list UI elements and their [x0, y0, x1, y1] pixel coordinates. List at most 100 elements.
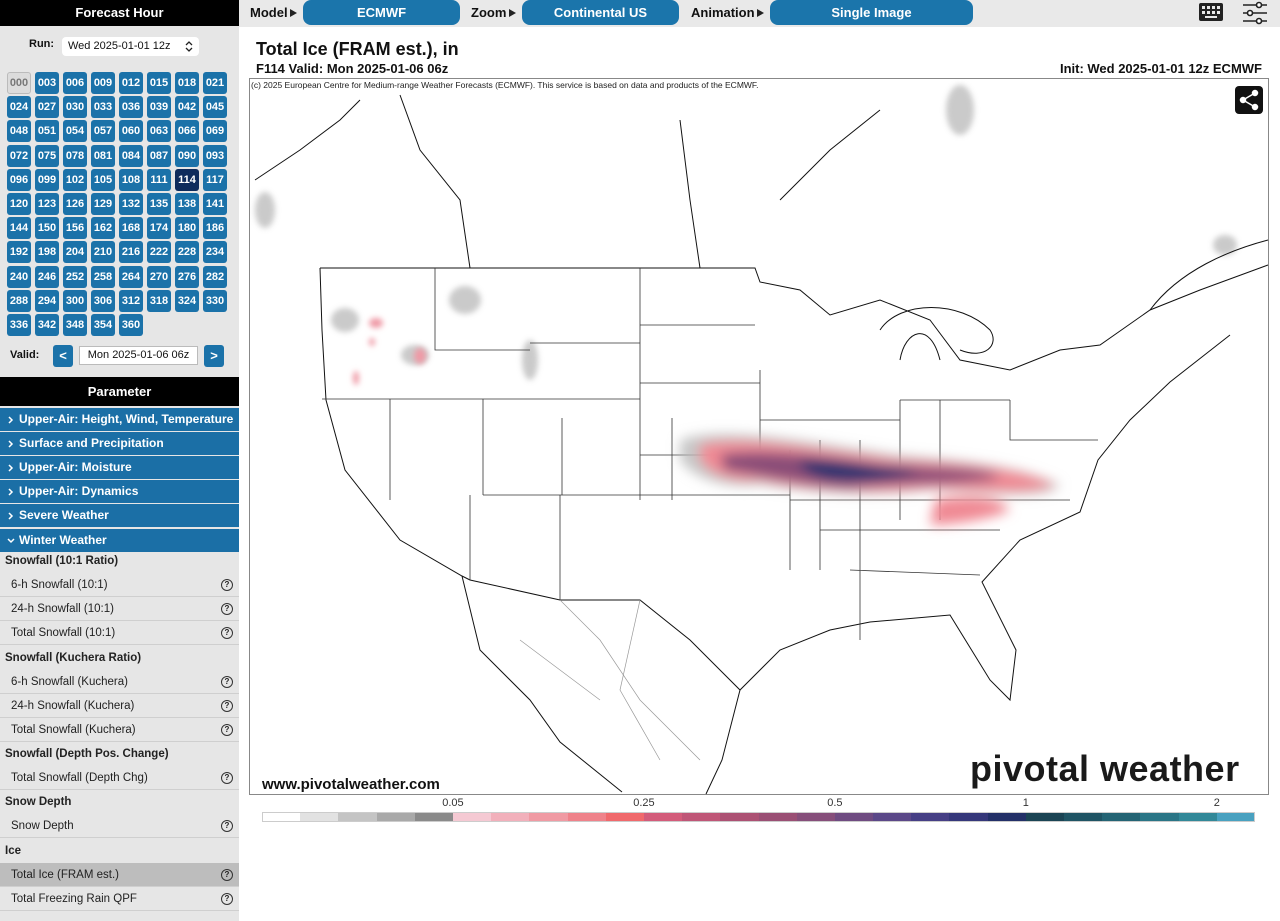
hour-button[interactable]: 342 — [35, 314, 59, 336]
hour-button[interactable]: 126 — [63, 193, 87, 215]
hour-button[interactable]: 087 — [147, 144, 171, 167]
hour-button[interactable]: 084 — [119, 144, 143, 167]
hour-button[interactable]: 045 — [203, 96, 227, 119]
hour-button[interactable]: 033 — [91, 96, 115, 119]
parameter-item[interactable]: 6-h Snowfall (10:1)? — [0, 573, 239, 597]
parameter-item[interactable]: Total Freezing Rain QPF? — [0, 887, 239, 911]
control-button[interactable]: Single Image — [770, 0, 973, 25]
help-icon[interactable]: ? — [221, 579, 233, 591]
hour-button[interactable]: 156 — [63, 217, 87, 240]
hour-button[interactable]: 294 — [35, 289, 59, 312]
hour-button[interactable]: 186 — [203, 217, 227, 240]
hour-button[interactable]: 282 — [203, 265, 227, 288]
parameter-item[interactable]: 6-h Snowfall (Kuchera)? — [0, 670, 239, 694]
hour-button[interactable]: 120 — [7, 193, 31, 215]
hour-button[interactable]: 069 — [203, 120, 227, 143]
hour-button[interactable]: 051 — [35, 120, 59, 143]
help-icon[interactable]: ? — [221, 675, 233, 688]
hour-button[interactable]: 180 — [175, 217, 199, 240]
hour-button[interactable]: 240 — [7, 265, 31, 288]
hour-button[interactable]: 018 — [175, 72, 199, 94]
control-button[interactable]: Continental US — [522, 0, 679, 25]
parameter-item[interactable]: Total Snowfall (Kuchera)? — [0, 718, 239, 742]
hour-button[interactable]: 039 — [147, 96, 171, 119]
keyboard-icon[interactable] — [1199, 3, 1223, 21]
hour-button[interactable]: 063 — [147, 120, 171, 143]
hour-button[interactable]: 138 — [175, 193, 199, 215]
section-header[interactable]: Upper-Air: Moisture — [0, 456, 239, 480]
section-header[interactable]: Severe Weather — [0, 504, 239, 528]
hour-button[interactable]: 012 — [119, 72, 143, 94]
settings-icon[interactable] — [1242, 1, 1268, 25]
hour-button[interactable]: 144 — [7, 217, 31, 240]
hour-button[interactable]: 111 — [147, 168, 171, 191]
hour-button[interactable]: 135 — [147, 193, 171, 215]
hour-button[interactable]: 003 — [35, 72, 59, 94]
help-icon[interactable]: ? — [221, 699, 233, 712]
help-icon[interactable]: ? — [221, 603, 233, 616]
valid-next-button[interactable]: > — [204, 345, 224, 367]
hour-button[interactable]: 117 — [203, 168, 227, 191]
parameter-item[interactable]: Total Ice (FRAM est.)? — [0, 862, 239, 887]
hour-button[interactable]: 141 — [203, 193, 227, 215]
hour-button[interactable]: 075 — [35, 144, 59, 167]
hour-button[interactable]: 318 — [147, 289, 171, 312]
hour-button[interactable]: 192 — [7, 241, 31, 264]
hour-button[interactable]: 048 — [7, 120, 31, 143]
hour-button[interactable]: 030 — [63, 96, 87, 119]
hour-button[interactable]: 090 — [175, 144, 199, 167]
hour-button[interactable]: 204 — [63, 241, 87, 264]
hour-button[interactable]: 336 — [7, 314, 31, 336]
help-icon[interactable]: ? — [221, 868, 233, 881]
hour-button[interactable]: 222 — [147, 241, 171, 264]
parameter-item[interactable]: 24-h Snowfall (10:1)? — [0, 597, 239, 622]
hour-button[interactable]: 009 — [91, 72, 115, 94]
hour-button[interactable]: 114 — [175, 168, 199, 191]
hour-button[interactable]: 198 — [35, 241, 59, 264]
help-icon[interactable]: ? — [221, 772, 233, 785]
help-icon[interactable]: ? — [221, 627, 233, 640]
parameter-item[interactable]: Snow Depth? — [0, 814, 239, 839]
hour-button[interactable]: 000 — [7, 72, 31, 94]
hour-button[interactable]: 360 — [119, 314, 143, 336]
valid-prev-button[interactable]: < — [53, 345, 73, 367]
hour-button[interactable]: 210 — [91, 241, 115, 264]
parameter-item[interactable]: Total Snowfall (Depth Chg)? — [0, 766, 239, 791]
hour-button[interactable]: 276 — [175, 265, 199, 288]
parameter-item[interactable]: Total Snowfall (10:1)? — [0, 621, 239, 646]
hour-button[interactable]: 060 — [119, 120, 143, 143]
hour-button[interactable]: 078 — [63, 144, 87, 167]
hour-button[interactable]: 252 — [63, 265, 87, 288]
hour-button[interactable]: 036 — [119, 96, 143, 119]
hour-button[interactable]: 006 — [63, 72, 87, 94]
hour-button[interactable]: 174 — [147, 217, 171, 240]
hour-button[interactable]: 132 — [119, 193, 143, 215]
hour-button[interactable]: 264 — [119, 265, 143, 288]
hour-button[interactable]: 246 — [35, 265, 59, 288]
hour-button[interactable]: 129 — [91, 193, 115, 215]
hour-button[interactable]: 024 — [7, 96, 31, 119]
parameter-item[interactable]: 24-h Snowfall (Kuchera)? — [0, 694, 239, 718]
share-button[interactable] — [1235, 86, 1263, 114]
hour-button[interactable]: 330 — [203, 289, 227, 312]
hour-button[interactable]: 099 — [35, 168, 59, 191]
hour-button[interactable]: 096 — [7, 168, 31, 191]
help-icon[interactable]: ? — [221, 892, 233, 905]
hour-button[interactable]: 054 — [63, 120, 87, 143]
hour-button[interactable]: 162 — [91, 217, 115, 240]
control-button[interactable]: ECMWF — [303, 0, 460, 25]
hour-button[interactable]: 228 — [175, 241, 199, 264]
section-header[interactable]: Upper-Air: Height, Wind, Temperature — [0, 408, 239, 431]
hour-button[interactable]: 015 — [147, 72, 171, 94]
hour-button[interactable]: 042 — [175, 96, 199, 119]
help-icon[interactable]: ? — [221, 724, 233, 736]
run-select[interactable]: Wed 2025-01-01 12z — [62, 37, 199, 56]
hour-button[interactable]: 168 — [119, 217, 143, 240]
hour-button[interactable]: 306 — [91, 289, 115, 312]
hour-button[interactable]: 324 — [175, 289, 199, 312]
section-header[interactable]: Surface and Precipitation — [0, 432, 239, 456]
hour-button[interactable]: 258 — [91, 265, 115, 288]
hour-button[interactable]: 354 — [91, 314, 115, 336]
hour-button[interactable]: 021 — [203, 72, 227, 94]
hour-button[interactable]: 102 — [63, 168, 87, 191]
